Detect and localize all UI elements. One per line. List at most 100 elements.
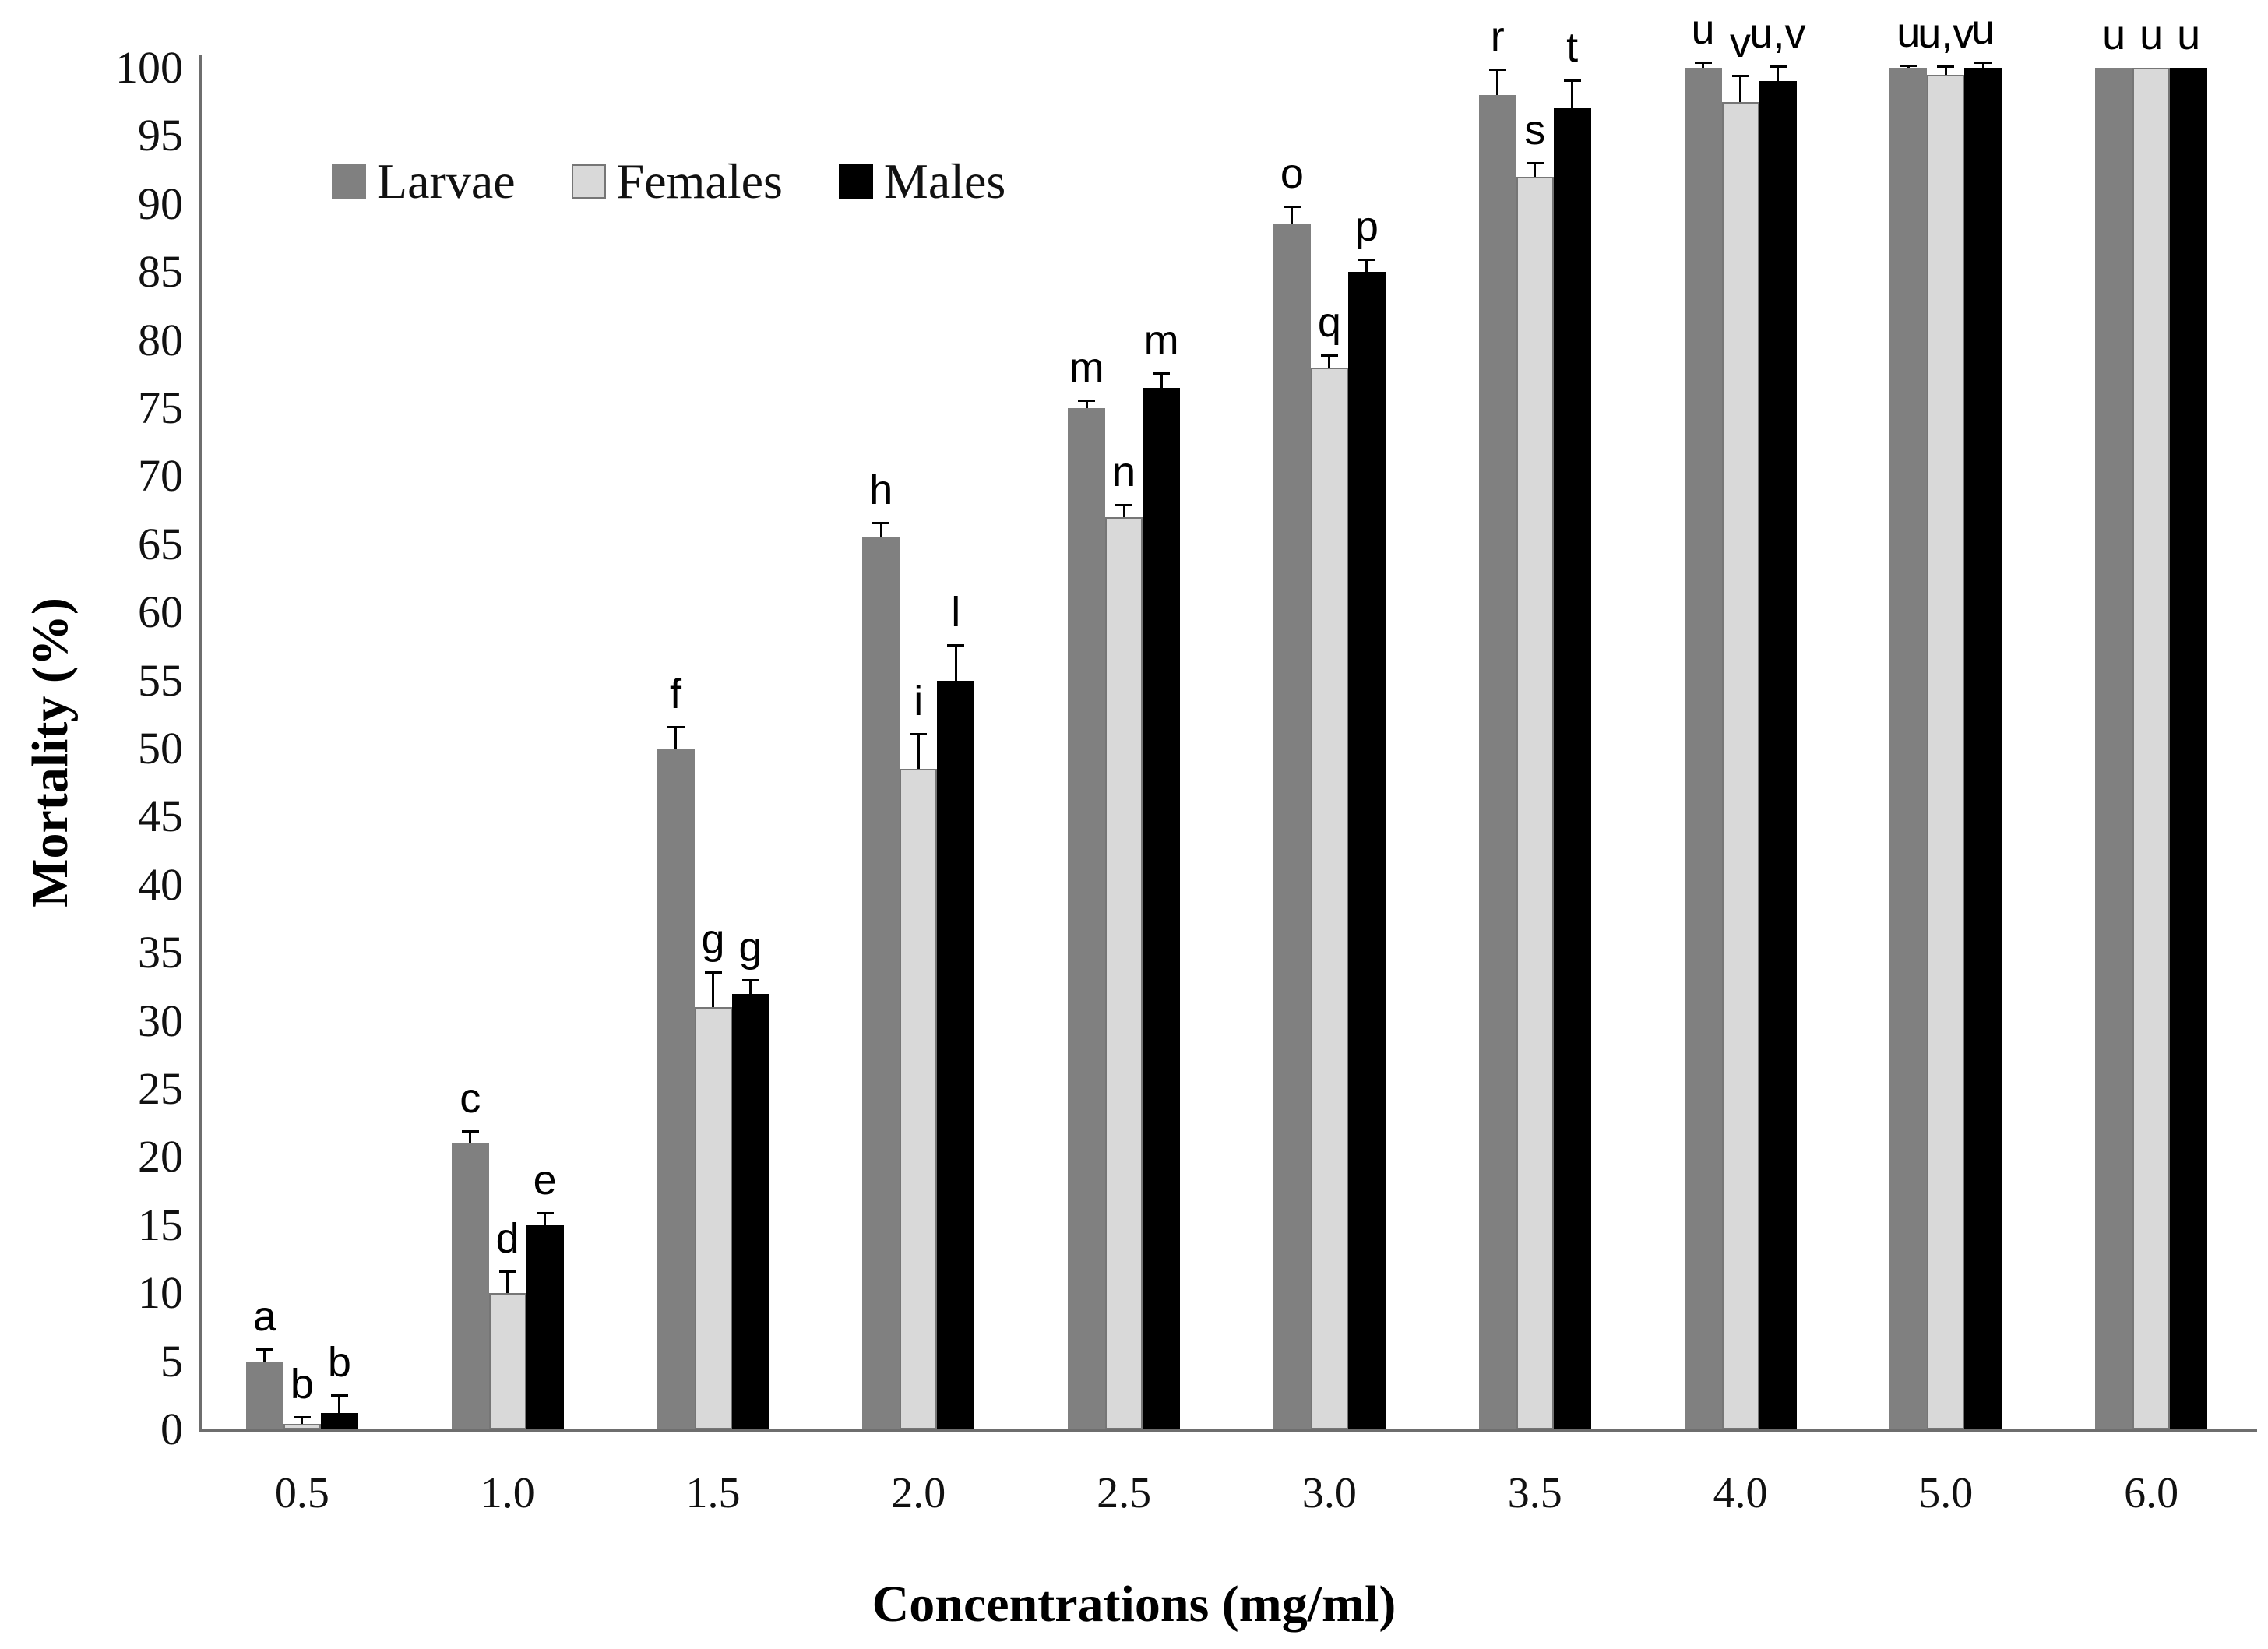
bar-females-2.0 [900, 769, 938, 1429]
error-bar-larvae-2.5 [1085, 400, 1088, 408]
legend-swatch-females [571, 164, 606, 199]
legend-label-larvae: Larvae [377, 153, 516, 209]
error-bar-cap [741, 979, 759, 982]
significance-letter-females-6.0: u [2139, 12, 2164, 58]
bar-males-2.5 [1143, 387, 1181, 1429]
error-bar-cap [461, 1130, 479, 1133]
error-bar-cap [947, 644, 965, 647]
significance-letter-males-3.5: t [1566, 23, 1579, 71]
bar-females-1.0 [488, 1293, 526, 1429]
error-bar-larvae-3.5 [1496, 69, 1499, 95]
y-tick-label-60: 60 [138, 587, 183, 638]
x-axis-line [199, 1429, 2257, 1432]
error-bar-males-4.0 [1777, 66, 1779, 82]
x-tick-label-1.0: 1.0 [480, 1469, 535, 1517]
x-tick-label-5.0: 5.0 [1918, 1469, 1974, 1517]
error-bar-cap [704, 971, 722, 974]
x-tick-label-4.0: 4.0 [1713, 1469, 1768, 1517]
bar-males-0.5 [320, 1413, 358, 1429]
error-bar-larvae-3.0 [1291, 206, 1294, 224]
significance-letter-females-2.0: i [914, 677, 924, 724]
significance-letter-larvae-2.0: h [869, 466, 893, 513]
error-bar-cap [1974, 62, 1992, 64]
y-tick-label-25: 25 [138, 1063, 183, 1114]
x-tick-label-2.5: 2.5 [1097, 1469, 1152, 1517]
error-bar-cap [667, 726, 685, 729]
y-tick-label-45: 45 [138, 791, 183, 842]
significance-letter-females-0.5: b [290, 1361, 314, 1408]
significance-letter-larvae-3.5: r [1490, 12, 1505, 60]
significance-letter-females-3.0: q [1317, 298, 1341, 346]
bar-males-6.0 [2170, 68, 2208, 1429]
y-tick-label-55: 55 [138, 654, 183, 706]
error-bar-cap [910, 732, 928, 735]
significance-letter-larvae-5.0: u [1896, 9, 1921, 56]
significance-letter-males-6.0: u [2177, 12, 2201, 58]
error-bar-females-3.5 [1534, 163, 1537, 177]
significance-letter-larvae-1.5: f [669, 671, 681, 718]
y-tick-label-30: 30 [138, 995, 183, 1046]
y-tick-label-70: 70 [138, 450, 183, 502]
error-bar-larvae-1.5 [674, 727, 677, 749]
y-tick-label-85: 85 [138, 246, 183, 298]
x-tick-label-6.0: 6.0 [2124, 1469, 2179, 1517]
legend-item-males: Males [838, 153, 1006, 210]
bar-males-3.0 [1347, 272, 1386, 1429]
y-tick-label-40: 40 [138, 858, 183, 910]
error-bar-larvae-1.0 [469, 1131, 472, 1143]
error-bar-cap [1153, 372, 1171, 375]
significance-letter-larvae-0.5: a [252, 1292, 276, 1340]
significance-letter-larvae-6.0: u [2102, 12, 2126, 58]
bar-females-5.0 [1927, 74, 1965, 1429]
x-tick-label-3.5: 3.5 [1507, 1469, 1562, 1517]
bar-larvae-2.5 [1068, 408, 1106, 1429]
x-tick-label-0.5: 0.5 [274, 1469, 329, 1517]
error-bar-females-2.5 [1122, 505, 1125, 517]
error-bar-males-5.0 [1981, 62, 1984, 68]
significance-letter-females-2.5: n [1112, 449, 1136, 496]
y-tick-label-95: 95 [138, 110, 183, 161]
x-tick-label-1.5: 1.5 [685, 1469, 741, 1517]
error-bar-males-3.5 [1571, 79, 1574, 109]
error-bar-males-1.5 [749, 980, 752, 994]
error-bar-cap [1563, 79, 1581, 82]
error-bar-females-1.5 [712, 971, 714, 1008]
bar-males-4.0 [1759, 81, 1797, 1429]
significance-letter-males-5.0: u [1971, 6, 1995, 53]
error-bar-cap [1526, 162, 1544, 165]
bar-males-2.0 [937, 680, 975, 1429]
y-axis-line [199, 55, 202, 1432]
bar-females-3.5 [1516, 176, 1554, 1429]
significance-letter-larvae-2.5: m [1069, 344, 1104, 391]
bar-larvae-5.0 [1889, 68, 1928, 1429]
y-tick-label-35: 35 [138, 927, 183, 978]
significance-letter-females-5.0: u,v [1918, 10, 1974, 58]
y-tick-label-75: 75 [138, 382, 183, 433]
error-bar-females-4.0 [1739, 76, 1742, 102]
significance-letter-males-3.0: p [1354, 203, 1379, 251]
error-bar-larvae-4.0 [1702, 62, 1704, 68]
significance-letter-males-2.0: l [951, 589, 961, 636]
error-bar-females-0.5 [301, 1417, 304, 1424]
bar-larvae-1.0 [451, 1143, 489, 1429]
error-bar-males-2.5 [1160, 372, 1163, 388]
y-tick-label-90: 90 [138, 178, 183, 229]
error-bar-females-1.0 [506, 1271, 509, 1294]
bar-larvae-3.0 [1273, 224, 1311, 1429]
legend-label-males: Males [883, 153, 1006, 209]
error-bar-cap [872, 521, 890, 524]
bar-females-1.5 [694, 1007, 732, 1429]
bar-females-3.0 [1310, 367, 1348, 1429]
bar-males-3.5 [1553, 108, 1591, 1429]
significance-letter-males-4.0: u,v [1749, 10, 1806, 58]
error-bar-larvae-0.5 [263, 1348, 266, 1362]
significance-letter-females-1.5: g [701, 915, 725, 963]
significance-letter-larvae-4.0: u [1691, 6, 1715, 53]
bar-larvae-1.5 [657, 749, 695, 1429]
error-bar-cap [1078, 399, 1096, 402]
error-bar-cap [1694, 62, 1712, 64]
bar-larvae-6.0 [2095, 68, 2133, 1429]
bar-males-5.0 [1964, 68, 2002, 1429]
bar-larvae-0.5 [245, 1361, 284, 1429]
